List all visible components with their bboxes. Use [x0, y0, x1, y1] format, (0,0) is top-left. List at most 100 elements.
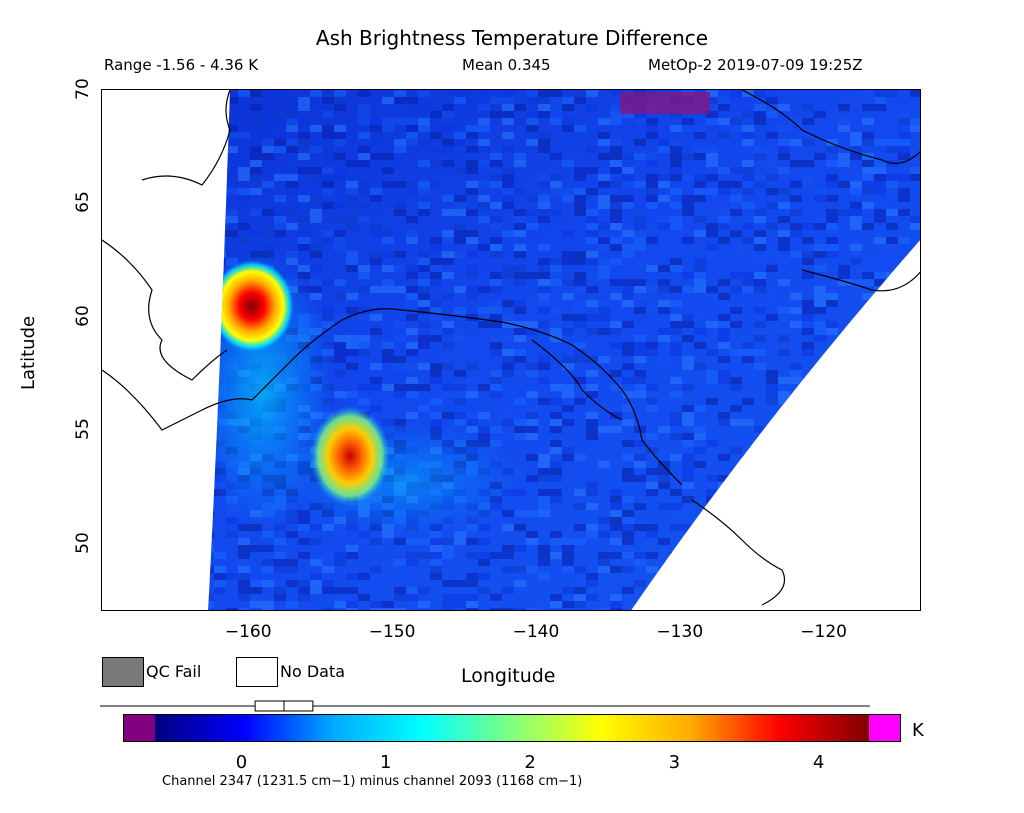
swath-pixel — [814, 489, 826, 496]
swath-pixel — [766, 223, 778, 230]
swath-pixel — [562, 356, 574, 363]
swath-pixel — [826, 230, 838, 237]
swath-pixel — [910, 174, 920, 181]
swath-pixel — [874, 363, 886, 370]
swath-pixel — [874, 209, 886, 216]
swath-pixel — [778, 258, 790, 265]
swath-pixel — [226, 531, 238, 538]
swath-pixel — [646, 181, 658, 188]
swath-pixel — [598, 181, 610, 188]
swath-pixel — [658, 426, 670, 433]
swath-pixel — [334, 335, 346, 342]
swath-pixel — [622, 293, 634, 300]
swath-pixel — [208, 118, 214, 125]
swath-pixel — [766, 440, 778, 447]
swath-pixel — [538, 272, 550, 279]
swath-pixel — [430, 307, 442, 314]
swath-pixel — [490, 349, 502, 356]
swath-pixel — [814, 300, 826, 307]
swath-pixel — [754, 468, 766, 475]
swath-pixel — [550, 594, 562, 601]
swath-pixel — [874, 440, 886, 447]
swath-pixel — [718, 587, 730, 594]
swath-pixel — [766, 377, 778, 384]
swath-pixel — [514, 153, 526, 160]
swath-pixel — [682, 468, 694, 475]
swath-pixel — [586, 230, 598, 237]
swath-pixel — [562, 328, 574, 335]
swath-pixel — [658, 279, 670, 286]
swath-pixel — [502, 230, 514, 237]
y-tick-label: 70 — [72, 78, 93, 100]
swath-pixel — [298, 216, 310, 223]
swath-pixel — [538, 363, 550, 370]
swath-pixel — [454, 132, 466, 139]
swath-pixel — [622, 349, 634, 356]
swath-pixel — [574, 272, 586, 279]
swath-pixel — [754, 174, 766, 181]
swath-pixel — [358, 594, 370, 601]
swath-pixel — [418, 587, 430, 594]
swath-pixel — [502, 174, 514, 181]
swath-pixel — [394, 321, 406, 328]
swath-pixel — [358, 398, 370, 405]
swath-pixel — [850, 188, 862, 195]
swath-pixel — [826, 174, 838, 181]
swath-pixel — [634, 384, 646, 391]
swath-pixel — [286, 118, 298, 125]
swath-pixel — [682, 482, 694, 489]
swath-pixel — [430, 272, 442, 279]
swath-pixel — [208, 419, 214, 426]
swath-pixel — [322, 202, 334, 209]
swath-pixel — [646, 349, 658, 356]
swath-pixel — [238, 223, 250, 230]
swath-pixel — [718, 454, 730, 461]
swath-pixel — [514, 398, 526, 405]
swath-pixel — [814, 244, 826, 251]
swath-pixel — [598, 517, 610, 524]
swath-pixel — [514, 188, 526, 195]
map-plot-area[interactable] — [101, 89, 921, 611]
swath-pixel — [634, 293, 646, 300]
swath-pixel — [634, 118, 646, 125]
range-label: Range -1.56 - 4.36 K — [104, 56, 259, 74]
swath-pixel — [826, 216, 838, 223]
swath-pixel — [574, 454, 586, 461]
swath-pixel — [886, 573, 898, 580]
swath-pixel — [898, 594, 910, 601]
swath-pixel — [898, 328, 910, 335]
swath-pixel — [208, 139, 214, 146]
swath-pixel — [886, 237, 898, 244]
swath-pixel — [514, 279, 526, 286]
swath-pixel — [346, 160, 358, 167]
no-data-swatch — [236, 657, 278, 687]
swath-pixel — [490, 426, 502, 433]
swath-pixel — [490, 251, 502, 258]
swath-pixel — [658, 195, 670, 202]
swath-pixel — [538, 496, 550, 503]
swath-pixel — [910, 545, 920, 552]
swath-pixel — [262, 167, 274, 174]
swath-pixel — [358, 286, 370, 293]
swath-pixel — [430, 265, 442, 272]
swath-pixel — [238, 566, 250, 573]
swath-pixel — [310, 524, 322, 531]
swath-pixel — [574, 601, 586, 608]
swath-pixel — [622, 230, 634, 237]
swath-pixel — [862, 90, 874, 97]
swath-pixel — [634, 342, 646, 349]
swath-pixel — [226, 90, 238, 97]
swath-pixel — [370, 377, 382, 384]
swath-pixel — [682, 566, 694, 573]
swath-pixel — [346, 391, 358, 398]
swath-pixel — [358, 160, 370, 167]
swath-pixel — [814, 237, 826, 244]
swath-pixel — [442, 146, 454, 153]
swath-pixel — [814, 286, 826, 293]
swath-pixel — [550, 440, 562, 447]
swath-pixel — [334, 125, 346, 132]
swath-pixel — [742, 342, 754, 349]
swath-pixel — [274, 174, 286, 181]
swath-pixel — [430, 552, 442, 559]
swath-pixel — [322, 174, 334, 181]
